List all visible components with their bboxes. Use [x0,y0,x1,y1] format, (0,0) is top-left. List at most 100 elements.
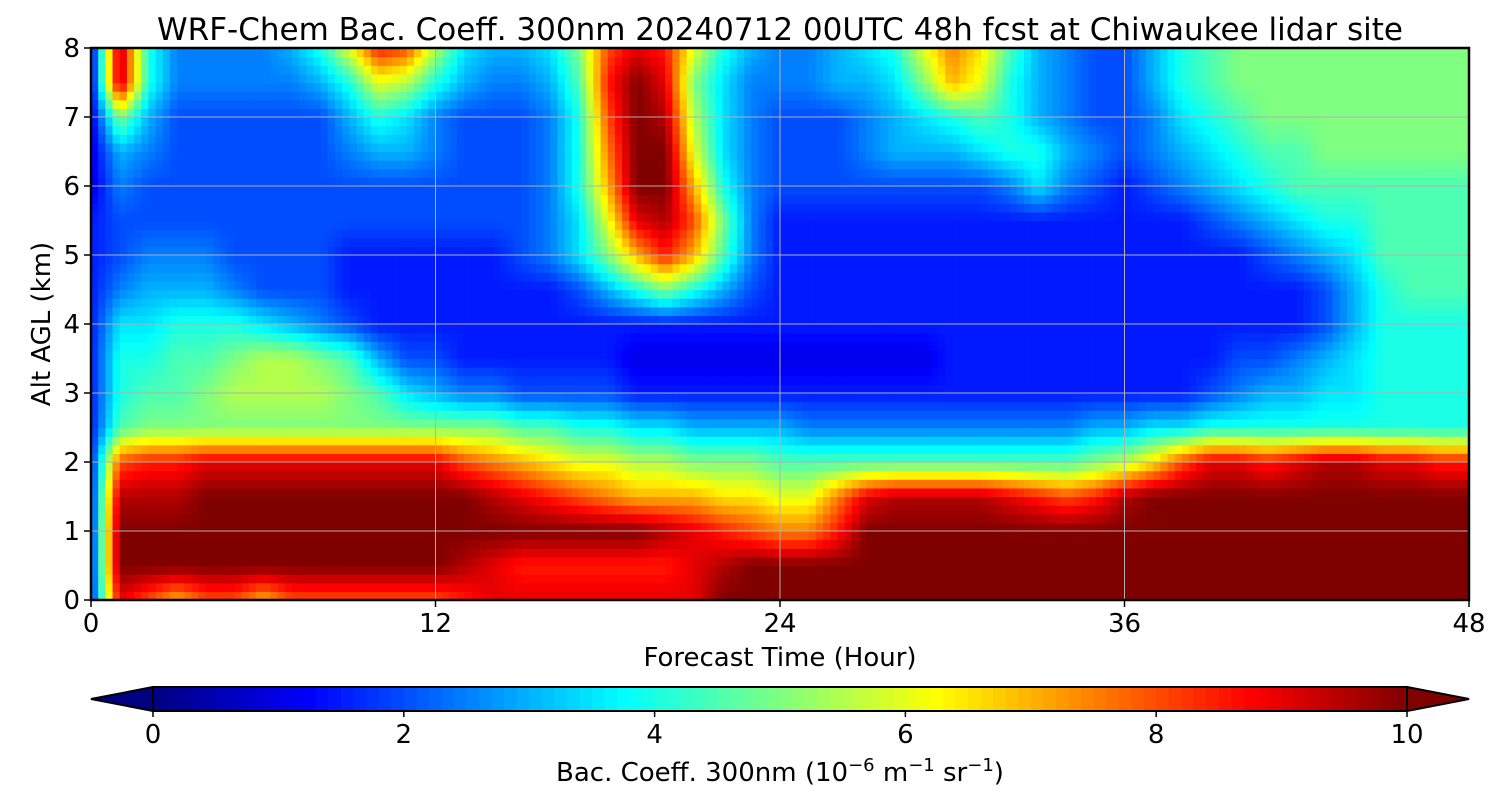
heatmap-cell [1382,487,1391,498]
heatmap-cell [148,410,157,420]
heatmap-cell [1196,384,1205,394]
heatmap-cell [112,513,121,523]
heatmap-cell [794,375,803,385]
heatmap-cell [306,582,315,592]
heatmap-cell [1024,487,1032,498]
heatmap-cell [607,591,616,600]
heatmap-cell [858,522,867,532]
heatmap-cell [1390,548,1398,558]
heatmap-cell [256,531,264,541]
heatmap-cell [162,591,171,600]
heatmap-cell [758,470,767,480]
heatmap-cell [772,574,781,584]
heatmap-cell [1203,410,1212,420]
heatmap-cell [937,444,946,454]
heatmap-cell [959,427,968,437]
heatmap-cell [1289,393,1298,403]
heatmap-cell [1153,479,1161,489]
heatmap-cell [937,375,946,385]
heatmap-cell [945,393,953,403]
heatmap-cell [1418,479,1427,489]
heatmap-cell [787,401,795,411]
heatmap-cell [177,410,185,420]
heatmap-cell [155,565,164,575]
heatmap-cell [162,453,171,463]
heatmap-cell [744,436,752,446]
heatmap-cell [887,522,896,532]
heatmap-cell [780,548,788,558]
heatmap-cell [1181,436,1190,446]
heatmap-cell [177,479,185,489]
heatmap-cell [1375,453,1384,463]
heatmap-cell [543,513,551,523]
heatmap-cell [141,513,150,523]
heatmap-cell [988,470,996,480]
heatmap-cell [1038,591,1047,600]
heatmap-cell [370,384,379,394]
heatmap-cell [241,462,250,472]
heatmap-cell [1189,375,1197,385]
heatmap-cell [607,513,616,523]
heatmap-cell [579,479,587,489]
heatmap-cell [464,574,472,584]
heatmap-cell [916,591,925,600]
heatmap-cell [1275,556,1283,567]
heatmap-cell [421,444,429,454]
heatmap-cell [169,375,178,385]
heatmap-cell [1081,496,1090,506]
heatmap-cell [1289,470,1298,480]
heatmap-cell [894,393,903,403]
heatmap-cell [406,582,415,592]
heatmap-cell [1318,565,1327,575]
heatmap-cell [571,487,580,498]
heatmap-cell [191,487,200,498]
heatmap-cell [787,462,795,472]
heatmap-cell [213,487,221,498]
heatmap-cell [772,401,781,411]
heatmap-cell [837,531,846,541]
heatmap-cell [141,496,150,506]
heatmap-cell [356,453,365,463]
heatmap-cell [413,505,422,515]
heatmap-cell [1325,505,1334,515]
heatmap-cell [693,505,702,515]
heatmap-cell [320,427,329,437]
heatmap-cell [1303,496,1312,506]
heatmap-cell [335,418,343,429]
heatmap-cell [385,565,394,575]
heatmap-cell [148,453,157,463]
heatmap-cell [930,401,939,411]
heatmap-cell [1361,436,1370,446]
heatmap-cell [1110,531,1118,541]
heatmap-cell [1189,418,1197,429]
heatmap-cell [277,462,286,472]
heatmap-cell [1203,427,1212,437]
heatmap-cell [227,487,236,498]
heatmap-cell [1332,410,1341,420]
heatmap-cell [650,574,659,584]
heatmap-cell [966,470,975,480]
heatmap-cell [1131,565,1140,575]
heatmap-cell [952,470,961,480]
heatmap-cell [952,436,961,446]
heatmap-cell [1361,444,1370,454]
heatmap-cell [1325,565,1334,575]
heatmap-cell [902,565,910,575]
heatmap-cell [485,505,494,515]
heatmap-cell [1397,513,1406,523]
heatmap-cell [657,591,666,600]
heatmap-cell [277,444,286,454]
heatmap-cell [1081,410,1090,420]
heatmap-cell [169,410,178,420]
heatmap-cell [1153,487,1161,498]
heatmap-cell [988,418,996,429]
heatmap-cell [801,531,810,541]
heatmap-cell [1239,513,1248,523]
heatmap-cell [141,410,150,420]
heatmap-cell [945,505,953,515]
heatmap-cell [930,384,939,394]
heatmap-cell [1346,418,1355,429]
heatmap-cell [1153,436,1161,446]
heatmap-cell [191,574,200,584]
heatmap-cell [557,427,566,437]
